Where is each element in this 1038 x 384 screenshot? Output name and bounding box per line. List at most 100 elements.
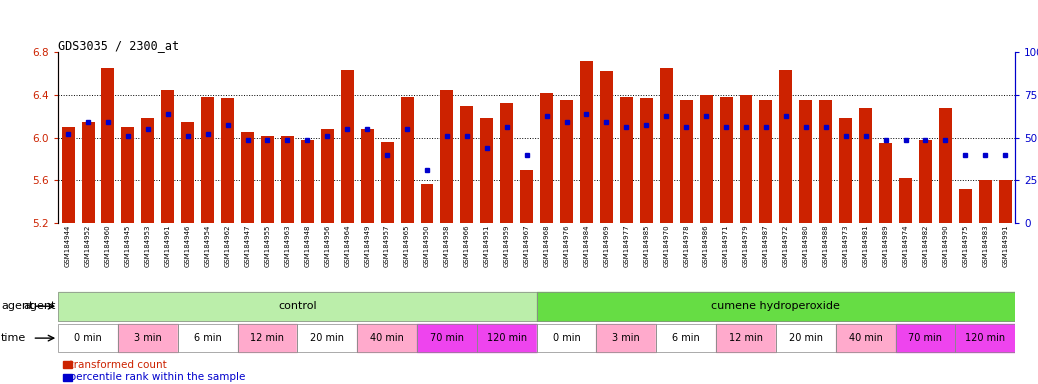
Bar bbox=[58, 324, 118, 353]
Bar bbox=[297, 324, 357, 353]
Bar bbox=[597, 324, 656, 353]
Text: 40 min: 40 min bbox=[849, 333, 882, 343]
Text: 70 min: 70 min bbox=[430, 333, 464, 343]
Bar bbox=[261, 136, 274, 223]
Text: transformed count: transformed count bbox=[63, 359, 167, 369]
Bar bbox=[321, 129, 334, 223]
Bar bbox=[118, 324, 177, 353]
Bar bbox=[420, 184, 434, 223]
Bar bbox=[620, 97, 633, 223]
Bar bbox=[716, 324, 775, 353]
Bar bbox=[360, 129, 374, 223]
Bar bbox=[417, 324, 476, 353]
Bar bbox=[82, 122, 94, 223]
Bar bbox=[660, 68, 673, 223]
Bar bbox=[955, 324, 1015, 353]
Bar bbox=[58, 324, 118, 353]
Text: percentile rank within the sample: percentile rank within the sample bbox=[63, 372, 246, 382]
Bar bbox=[61, 127, 75, 223]
Bar bbox=[836, 324, 896, 353]
Bar bbox=[281, 136, 294, 223]
Bar bbox=[700, 95, 713, 223]
Text: agent: agent bbox=[24, 301, 56, 311]
Bar bbox=[839, 118, 852, 223]
Bar bbox=[401, 97, 413, 223]
Bar bbox=[597, 324, 656, 353]
Bar bbox=[476, 324, 537, 353]
Bar bbox=[896, 324, 955, 353]
Bar bbox=[775, 324, 836, 353]
Bar bbox=[241, 132, 254, 223]
Bar bbox=[340, 70, 354, 223]
Bar bbox=[121, 127, 134, 223]
Bar bbox=[182, 122, 194, 223]
Bar bbox=[919, 140, 932, 223]
Bar bbox=[600, 71, 612, 223]
Bar bbox=[476, 324, 537, 353]
Bar bbox=[297, 324, 357, 353]
Text: agent: agent bbox=[1, 301, 33, 311]
Bar bbox=[238, 324, 297, 353]
Bar bbox=[58, 292, 537, 321]
Text: 3 min: 3 min bbox=[612, 333, 640, 343]
Text: 3 min: 3 min bbox=[134, 333, 162, 343]
Bar bbox=[238, 324, 297, 353]
Text: 12 min: 12 min bbox=[729, 333, 763, 343]
Text: 120 min: 120 min bbox=[487, 333, 527, 343]
Bar bbox=[520, 170, 534, 223]
Bar bbox=[859, 108, 872, 223]
Bar bbox=[381, 142, 393, 223]
Bar bbox=[939, 108, 952, 223]
Bar bbox=[656, 324, 716, 353]
Bar bbox=[481, 118, 493, 223]
Bar bbox=[979, 180, 991, 223]
Bar bbox=[999, 180, 1012, 223]
Bar bbox=[357, 324, 417, 353]
Bar bbox=[879, 143, 892, 223]
Text: 0 min: 0 min bbox=[74, 333, 102, 343]
Bar bbox=[161, 89, 174, 223]
Bar bbox=[500, 103, 513, 223]
Bar bbox=[102, 68, 114, 223]
Text: GDS3035 / 2300_at: GDS3035 / 2300_at bbox=[58, 39, 180, 52]
Bar bbox=[537, 324, 597, 353]
Bar bbox=[716, 324, 775, 353]
Bar bbox=[836, 324, 896, 353]
Bar bbox=[177, 324, 238, 353]
Bar bbox=[540, 93, 553, 223]
Bar bbox=[201, 97, 214, 223]
Text: 20 min: 20 min bbox=[310, 333, 345, 343]
Bar bbox=[580, 61, 593, 223]
Bar bbox=[739, 95, 753, 223]
Text: 120 min: 120 min bbox=[965, 333, 1006, 343]
Bar bbox=[58, 292, 537, 321]
Bar bbox=[118, 324, 177, 353]
Bar bbox=[899, 178, 912, 223]
Bar bbox=[959, 189, 972, 223]
Bar bbox=[760, 100, 772, 223]
Bar bbox=[680, 100, 692, 223]
Text: 12 min: 12 min bbox=[250, 333, 284, 343]
Text: 6 min: 6 min bbox=[673, 333, 700, 343]
Bar bbox=[537, 324, 597, 353]
Text: 6 min: 6 min bbox=[194, 333, 221, 343]
Bar bbox=[461, 106, 473, 223]
Text: 0 min: 0 min bbox=[552, 333, 580, 343]
Text: 70 min: 70 min bbox=[908, 333, 943, 343]
Text: control: control bbox=[278, 301, 317, 311]
Bar bbox=[780, 70, 792, 223]
Bar bbox=[955, 324, 1015, 353]
Text: time: time bbox=[1, 333, 26, 343]
Bar bbox=[177, 324, 238, 353]
Bar bbox=[357, 324, 417, 353]
Text: cumene hydroperoxide: cumene hydroperoxide bbox=[711, 301, 841, 311]
Bar bbox=[896, 324, 955, 353]
Text: 40 min: 40 min bbox=[371, 333, 404, 343]
Bar bbox=[639, 98, 653, 223]
Bar bbox=[417, 324, 476, 353]
Bar bbox=[221, 98, 235, 223]
Bar bbox=[537, 292, 1015, 321]
Bar bbox=[537, 292, 1015, 321]
Bar bbox=[819, 100, 832, 223]
Bar bbox=[301, 140, 313, 223]
